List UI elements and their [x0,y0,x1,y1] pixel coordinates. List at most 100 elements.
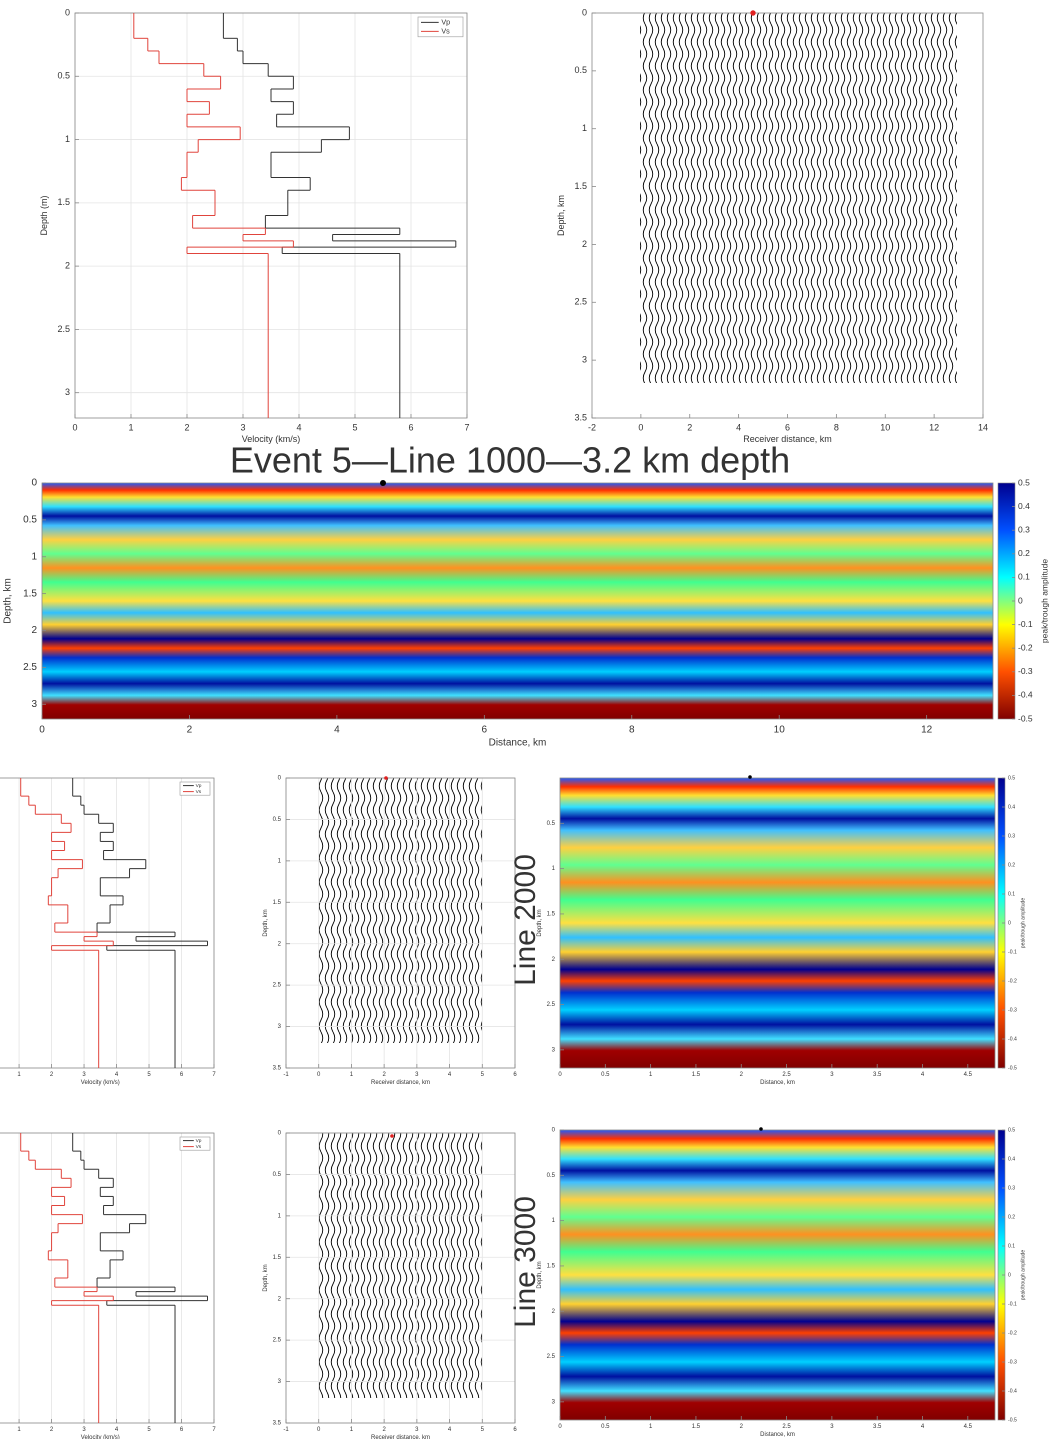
y-axis-label: Depth, km [263,1264,269,1291]
x-tick-label: 1 [17,1427,21,1433]
source-marker [759,1127,763,1131]
y-tick-label: 3 [582,355,587,365]
x-axis-label: Velocity (km/s) [242,434,301,444]
x-tick-label: 0 [558,1424,562,1430]
y-tick-label: 0 [65,7,70,17]
x-tick-label: 12 [929,422,939,432]
y-tick-label: 2.5 [273,983,282,989]
chart-panel: -1 0 1 2 3 4 5 6 0 0.5 1 1.5 2 2.5 3 3.5 Receiver distan… [263,776,517,1086]
x-axis-label: Distance, km [760,1432,795,1438]
colorbar-tick-label: 0.5 [1008,775,1015,781]
wiggle-traces [318,1133,482,1398]
colorbar-tick-label: -0.3 [1008,1359,1017,1365]
colorbar-tick-label: 0.1 [1008,1243,1015,1249]
colorbar-label: peak/trough amplitude [1020,898,1026,949]
y-tick-label: 0.5 [574,65,587,75]
colorbar-tick-label: 0.3 [1008,833,1015,839]
x-tick-label: 2 [687,422,692,432]
plot-frame [285,1132,516,1424]
x-tick-label: 7 [212,1072,216,1078]
y-tick-label: 0 [31,478,37,489]
legend-label: Vp [196,783,202,789]
y-tick-label: 2.5 [547,1354,556,1360]
x-axis-label: Receiver distance, km [743,434,832,444]
x-tick-label: 4.5 [964,1424,973,1430]
y-tick-label: 3 [552,1399,556,1405]
heatmap-image [560,1130,995,1420]
x-tick-label: 4 [296,422,301,432]
y-tick-label: 1 [552,866,556,872]
x-tick-label: 3 [830,1424,834,1430]
x-tick-label: 5 [352,422,357,432]
x-tick-label: 6 [513,1072,517,1078]
y-tick-label: 0.5 [23,515,37,526]
source-marker [748,775,752,779]
colorbar-tick-label: 0.3 [1018,524,1030,534]
y-tick-label: 1 [31,551,37,562]
plot-frame [41,482,994,720]
chart-panel: 0 0.5 1 1.5 2 2.5 3 3.5 4 4.5 0.5 1 1.5 2 2.5 3 Distance… [509,775,1026,1086]
y-tick-label: 1 [278,858,282,864]
y-tick-label: 2 [278,941,282,947]
colorbar-tick-label: 0.2 [1008,1214,1015,1220]
x-tick-label: 0 [638,422,643,432]
plot-frame [591,12,984,419]
colorbar-tick-label: 0.5 [1018,477,1030,487]
y-tick-label: 0 [552,1128,556,1134]
y-tick-label: 1.5 [547,1264,556,1270]
x-tick-label: 3.5 [873,1072,882,1078]
x-tick-label: 6 [482,725,488,736]
x-tick-label: 7 [464,422,469,432]
x-tick-label: 7 [212,1427,216,1433]
y-axis-label: Depth, km [556,195,566,236]
x-tick-label: 1 [350,1427,354,1433]
colorbar-tick-label: 0.4 [1008,804,1015,810]
legend-label: Vp [196,1138,202,1144]
x-tick-label: 3 [415,1427,419,1433]
colorbar-label: peak/trough amplitude [1020,1250,1026,1301]
colorbar-tick-label: -0.1 [1008,949,1017,955]
colorbar-tick-label: 0 [1018,595,1023,605]
x-tick-label: 5 [481,1427,485,1433]
y-tick-label: 3.5 [574,412,587,422]
y-tick-label: 3 [31,699,37,710]
x-tick-label: 12 [921,725,933,736]
colorbar-tick-label: -0.4 [1008,1388,1017,1394]
x-tick-label: 5 [481,1072,485,1078]
plot-frame [0,777,215,1069]
y-tick-label: 2.5 [23,662,37,673]
y-tick-label: 2.5 [57,324,70,334]
y-tick-label: 0.5 [273,1172,282,1178]
source-marker [750,10,756,16]
source-marker [380,480,386,486]
x-tick-label: 0 [558,1072,562,1078]
x-axis-label: Velocity (km/s) [81,1080,120,1086]
x-tick-label: 3.5 [873,1424,882,1430]
y-tick-label: 3 [552,1047,556,1053]
y-tick-label: 3 [65,387,70,397]
wiggle-traces [318,778,482,1043]
x-tick-label: 5 [147,1072,151,1078]
x-tick-label: 10 [774,725,786,736]
x-tick-label: 1 [649,1424,653,1430]
colorbar-tick-label: 0 [1008,920,1011,926]
x-tick-label: 4 [115,1427,119,1433]
x-tick-label: 0 [317,1427,321,1433]
colorbar-tick-label: 0.2 [1008,862,1015,868]
colorbar-tick-label: -0.3 [1008,1007,1017,1013]
chart-title: Line 3000 [509,1196,542,1328]
y-tick-label: 1.5 [23,588,37,599]
chart-title: Line 2000 [509,854,542,986]
x-tick-label: 1 [649,1072,653,1078]
colorbar-tick-label: -0.4 [1018,690,1033,700]
chart-title: Event 5—Line 1000—3.2 km depth [230,440,790,481]
x-tick-label: 3 [82,1072,86,1078]
plot-frame [559,777,996,1069]
x-tick-label: 8 [834,422,839,432]
x-tick-label: 1.5 [692,1424,701,1430]
y-tick-label: 0 [278,776,282,782]
